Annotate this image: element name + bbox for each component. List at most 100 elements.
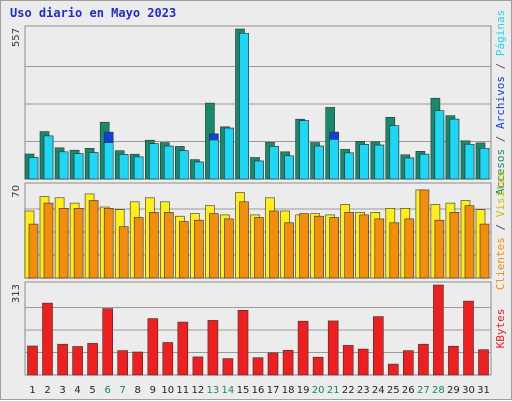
bar-páginas-day-30	[464, 144, 475, 180]
bar-kbytes-day-26	[402, 350, 414, 376]
bar-páginas-day-25	[389, 125, 400, 180]
bar-clientes-day-13	[209, 213, 219, 279]
x-tick-label-day-23: 23	[357, 385, 370, 396]
bar-clientes-day-22	[344, 212, 355, 279]
bar-kbytes-day-31	[478, 349, 489, 376]
bar-kbytes-day-30	[463, 300, 474, 376]
bar-kbytes-day-19	[297, 320, 309, 376]
bar-clientes-day-17	[269, 210, 279, 279]
bar-kbytes-day-11	[177, 321, 189, 376]
bar-kbytes-day-27	[418, 343, 429, 376]
x-tick-label-day-12: 12	[192, 385, 205, 396]
bar-kbytes-day-24	[372, 316, 384, 376]
bar-páginas-day-21	[329, 139, 340, 180]
bar-páginas-day-24	[374, 144, 385, 180]
bar-kbytes-day-6	[102, 308, 113, 376]
bar-kbytes-day-29	[448, 345, 459, 376]
x-tick-label-day-20: 20	[312, 385, 325, 396]
bar-páginas-day-26	[404, 157, 415, 180]
bar-clientes-day-31	[479, 223, 490, 279]
bar-kbytes-day-18	[282, 349, 294, 376]
x-tick-label-day-28: 28	[432, 385, 445, 396]
bar-páginas-day-1	[28, 157, 39, 180]
bar-kbytes-day-3	[57, 343, 68, 376]
legend-panel-1: Accesos / Archivos / Páginas	[494, 10, 507, 195]
x-tick-label-day-30: 30	[462, 385, 475, 396]
bar-clientes-day-11	[179, 221, 189, 279]
bar-páginas-day-6	[103, 142, 114, 180]
bar-kbytes-day-1	[27, 345, 38, 376]
bar-clientes-day-18	[284, 222, 294, 279]
y-max-label-panel-1: 557	[11, 28, 22, 47]
x-tick-label-day-10: 10	[161, 385, 174, 396]
bar-clientes-day-24	[374, 218, 385, 279]
y-max-label-panel-2: 70	[11, 185, 22, 198]
bar-kbytes-day-2	[42, 302, 53, 376]
legend-panel-2: Clientes / Visitas	[494, 171, 507, 290]
legend-text: Archivos	[494, 76, 507, 129]
legend-text: Accesos	[494, 149, 507, 195]
bar-clientes-day-7	[118, 226, 129, 279]
chart-title: Uso diario en Mayo 2023	[10, 6, 176, 20]
x-tick-label-day-31: 31	[477, 385, 490, 396]
bar-clientes-day-29	[449, 212, 460, 279]
x-tick-label-day-13: 13	[207, 385, 220, 396]
x-tick-label-day-22: 22	[342, 385, 355, 396]
bar-clientes-day-21	[329, 217, 340, 279]
bar-páginas-day-19	[299, 120, 309, 180]
bar-páginas-day-15	[239, 32, 249, 180]
bar-clientes-day-15	[239, 201, 249, 279]
legend-text: Visitas	[494, 171, 507, 217]
x-tick-label-day-16: 16	[252, 385, 265, 396]
bar-clientes-day-9	[149, 212, 159, 279]
legend-text: /	[494, 56, 507, 76]
bar-páginas-day-23	[359, 144, 370, 180]
bar-clientes-day-5	[88, 200, 99, 279]
bar-clientes-day-8	[133, 217, 144, 279]
bar-kbytes-day-10	[162, 342, 174, 376]
bar-clientes-day-3	[58, 208, 69, 279]
bar-páginas-day-28	[434, 110, 445, 180]
bar-kbytes-day-23	[357, 348, 369, 376]
bar-kbytes-day-9	[147, 318, 159, 376]
x-tick-label-day-4: 4	[74, 385, 80, 396]
bar-páginas-day-12	[194, 161, 204, 180]
x-tick-label-day-21: 21	[327, 385, 340, 396]
bar-páginas-day-11	[179, 150, 189, 180]
bar-kbytes-day-14	[222, 358, 234, 376]
bar-clientes-day-27	[419, 189, 430, 279]
bar-páginas-day-9	[149, 143, 159, 180]
legend-panel-3: KBytes	[494, 309, 507, 349]
bar-kbytes-day-15	[237, 309, 249, 376]
bar-páginas-day-4	[73, 153, 84, 180]
x-tick-label-day-27: 27	[417, 385, 430, 396]
x-tick-label-day-3: 3	[59, 385, 65, 396]
x-tick-label-day-7: 7	[120, 385, 126, 396]
y-max-label-panel-3: 313	[11, 284, 22, 303]
bar-páginas-day-14	[224, 127, 234, 180]
bar-páginas-day-5	[88, 152, 99, 180]
x-tick-label-day-9: 9	[150, 385, 156, 396]
bar-clientes-day-30	[464, 205, 475, 279]
x-tick-label-day-25: 25	[387, 385, 400, 396]
legend-text: Clientes	[494, 237, 507, 290]
bar-páginas-day-3	[58, 151, 69, 180]
x-tick-label-day-15: 15	[237, 385, 250, 396]
bar-clientes-day-1	[28, 223, 39, 279]
bar-kbytes-day-13	[207, 320, 219, 376]
x-tick-label-day-29: 29	[447, 385, 460, 396]
bar-kbytes-day-17	[267, 352, 279, 376]
bar-clientes-day-26	[404, 218, 415, 279]
bar-clientes-day-16	[254, 217, 264, 279]
bar-clientes-day-20	[314, 215, 324, 279]
legend-text: Páginas	[494, 10, 507, 56]
bar-páginas-day-2	[43, 135, 54, 180]
x-tick-label-day-24: 24	[372, 385, 385, 396]
bar-kbytes-day-12	[192, 356, 204, 376]
bar-páginas-day-18	[284, 155, 294, 180]
bar-kbytes-day-21	[327, 320, 339, 376]
bar-clientes-day-12	[194, 219, 204, 279]
legend-text: KBytes	[494, 309, 507, 349]
